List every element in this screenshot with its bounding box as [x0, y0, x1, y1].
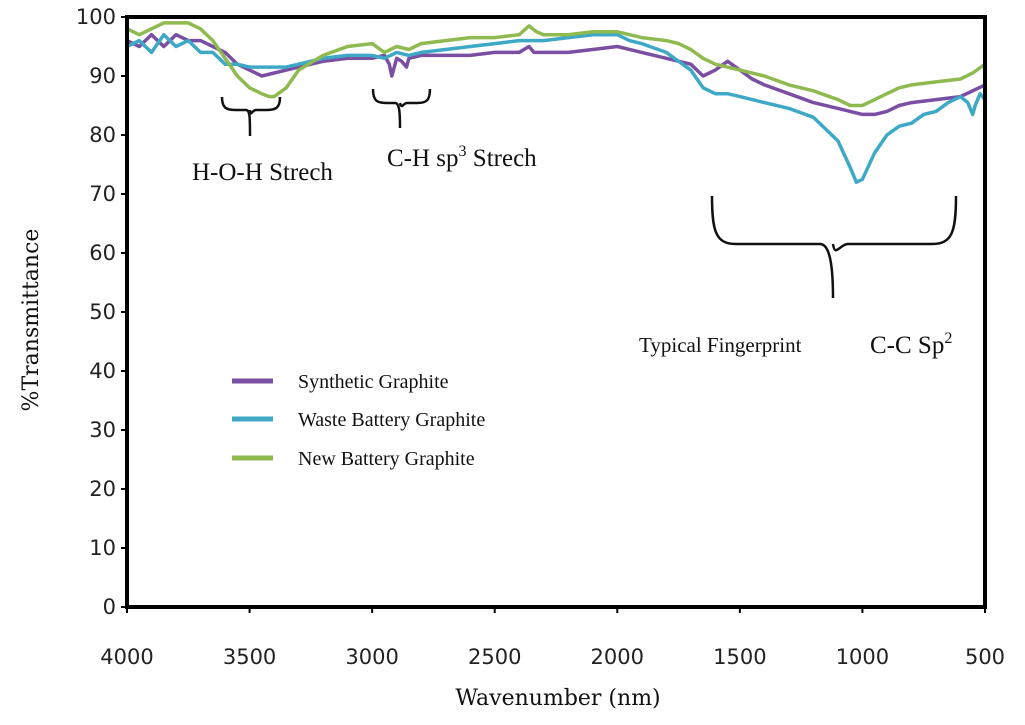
bracket-ch: [371, 88, 432, 129]
y-tick-label: 40: [89, 359, 116, 383]
y-tick-label: 90: [89, 64, 116, 88]
x-tick-label: 3000: [345, 645, 398, 669]
annotation-hoh-stretch: H-O-H Strech: [192, 159, 333, 186]
x-tick-label: 500: [965, 645, 1005, 669]
x-tick-label: 2000: [591, 645, 644, 669]
x-axis-ticks: 4000 3500 3000 2500 2000 1500 1000 500: [100, 607, 1005, 669]
x-tick-label: 3500: [223, 645, 276, 669]
y-tick-label: 10: [89, 536, 116, 560]
bracket-fingerprint: [710, 195, 958, 299]
series-line-new-battery-graphite: [126, 21, 987, 108]
annotation-brackets: [220, 88, 958, 299]
legend: Synthetic Graphite Waste Battery Graphit…: [232, 371, 485, 470]
annotation-ch-label: C-H sp: [387, 145, 459, 172]
y-tick-label: 70: [89, 182, 116, 206]
annotation-cc-label: C-C Sp: [870, 332, 944, 359]
y-tick-label: 50: [89, 300, 116, 324]
y-tick-label: 100: [76, 5, 116, 29]
x-axis-title: Wavenumber (nm): [455, 686, 660, 711]
x-tick-label: 1500: [713, 645, 766, 669]
bracket-hoh: [220, 96, 282, 137]
y-tick-label: 80: [89, 123, 116, 147]
plot-frame: [125, 15, 987, 609]
series-line-waste-battery-graphite: [126, 32, 987, 184]
annotation-cc-sp2: C-C Sp2: [870, 330, 952, 359]
y-axis-ticks: 0 10 20 30 40 50 60 70 80 90 100: [76, 5, 127, 619]
x-tick-label: 4000: [100, 645, 153, 669]
legend-label-new: New Battery Graphite: [298, 448, 475, 470]
annotation-fingerprint: Typical Fingerprint: [639, 333, 802, 357]
y-axis-title: %Transmittance: [19, 229, 44, 412]
series-line-synthetic-graphite: [126, 32, 986, 117]
x-tick-label: 1000: [836, 645, 889, 669]
y-tick-label: 0: [103, 595, 116, 619]
annotation-cc-sup: 2: [944, 330, 952, 347]
y-tick-label: 60: [89, 241, 116, 265]
annotation-ch-sup: 3: [459, 143, 467, 160]
legend-label-synthetic: Synthetic Graphite: [298, 371, 449, 393]
y-tick-label: 20: [89, 477, 116, 501]
annotation-ch-suffix: Strech: [467, 145, 538, 172]
annotation-ch-stretch: C-H sp3 Strech: [387, 143, 537, 172]
x-tick-label: 2500: [468, 645, 521, 669]
y-tick-label: 30: [89, 418, 116, 442]
plot-lines: [126, 21, 987, 184]
legend-label-waste: Waste Battery Graphite: [298, 409, 485, 431]
